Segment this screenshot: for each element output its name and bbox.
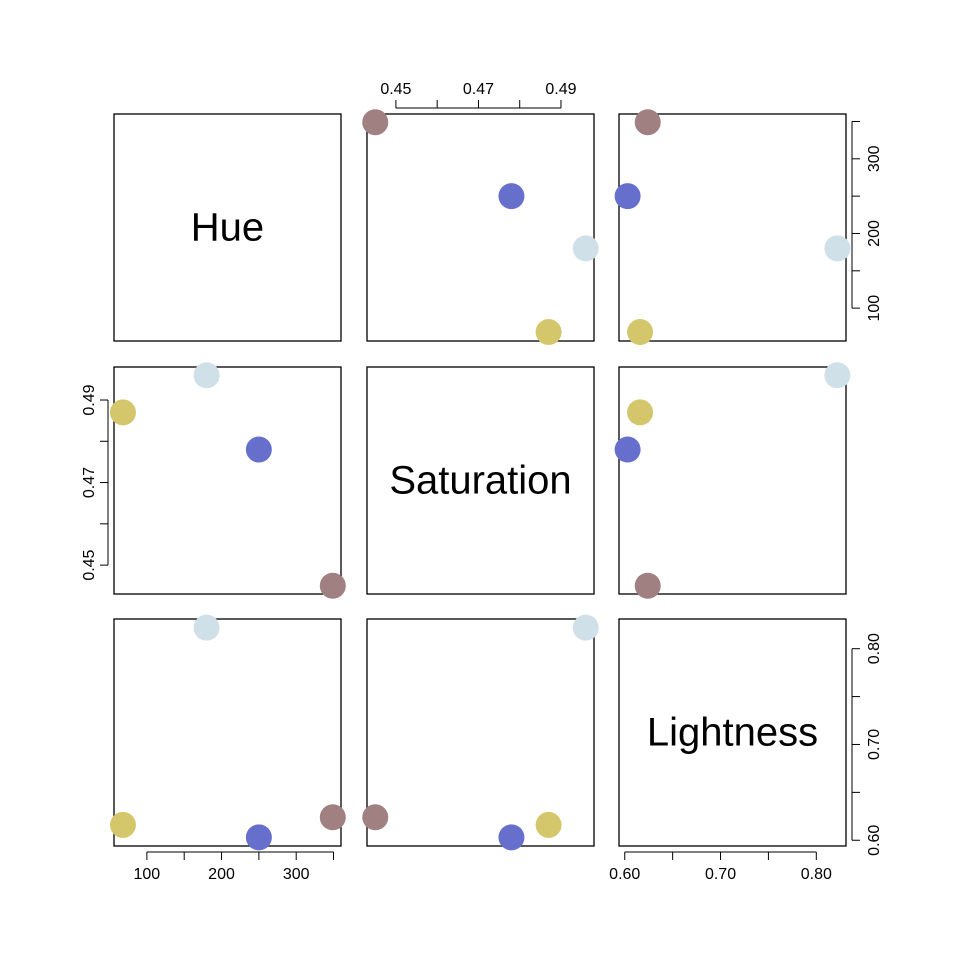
tick-label: 100 (134, 866, 161, 883)
tick-label: 0.70 (705, 866, 736, 883)
tick-label: 0.70 (866, 729, 883, 760)
data-point-0 (627, 319, 654, 346)
tick-label: 300 (866, 145, 883, 172)
data-point-3 (634, 109, 661, 136)
tick-label: 0.49 (545, 81, 576, 98)
data-point-1 (572, 235, 599, 262)
tick-label: 0.47 (463, 81, 494, 98)
data-point-2 (614, 436, 641, 463)
data-point-0 (535, 319, 562, 346)
tick-label: 200 (208, 866, 235, 883)
data-point-3 (362, 804, 389, 831)
data-point-3 (634, 572, 661, 599)
tick-label: 100 (866, 295, 883, 322)
diagonal-label-lightness: Lightness (647, 711, 818, 755)
panel-lightness-saturation (366, 618, 595, 847)
data-point-3 (319, 804, 346, 831)
data-point-1 (824, 362, 851, 389)
data-point-3 (362, 109, 389, 136)
data-point-2 (498, 824, 525, 851)
tick-label: 0.49 (81, 384, 98, 415)
panel-saturation-lightness (618, 366, 847, 595)
panel-lightness-lightness (618, 618, 847, 847)
data-point-2 (245, 436, 272, 463)
tick-label: 0.80 (801, 866, 832, 883)
diagonal-label-hue: Hue (191, 206, 264, 250)
data-point-1 (193, 614, 220, 641)
data-point-0 (109, 811, 136, 838)
data-point-3 (319, 572, 346, 599)
data-point-1 (193, 362, 220, 389)
panel-saturation-saturation (366, 366, 595, 595)
tick-label: 0.45 (81, 549, 98, 580)
diagonal-label-saturation: Saturation (389, 459, 571, 503)
tick-label: 300 (283, 866, 310, 883)
tick-label: 200 (866, 220, 883, 247)
tick-label: 0.45 (380, 81, 411, 98)
data-point-1 (824, 235, 851, 262)
panel-hue-lightness (618, 113, 847, 342)
data-point-1 (572, 614, 599, 641)
tick-label: 0.80 (866, 633, 883, 664)
panel-hue-hue (113, 113, 342, 342)
tick-label: 0.60 (866, 825, 883, 856)
data-point-2 (614, 183, 641, 210)
data-point-2 (245, 824, 272, 851)
data-point-2 (498, 183, 525, 210)
panel-hue-saturation (366, 113, 595, 342)
panel-lightness-hue (113, 618, 342, 847)
data-point-0 (109, 399, 136, 426)
data-point-0 (535, 811, 562, 838)
panel-saturation-hue (113, 366, 342, 595)
tick-label: 0.47 (81, 467, 98, 498)
tick-label: 0.60 (609, 866, 640, 883)
data-point-0 (627, 399, 654, 426)
